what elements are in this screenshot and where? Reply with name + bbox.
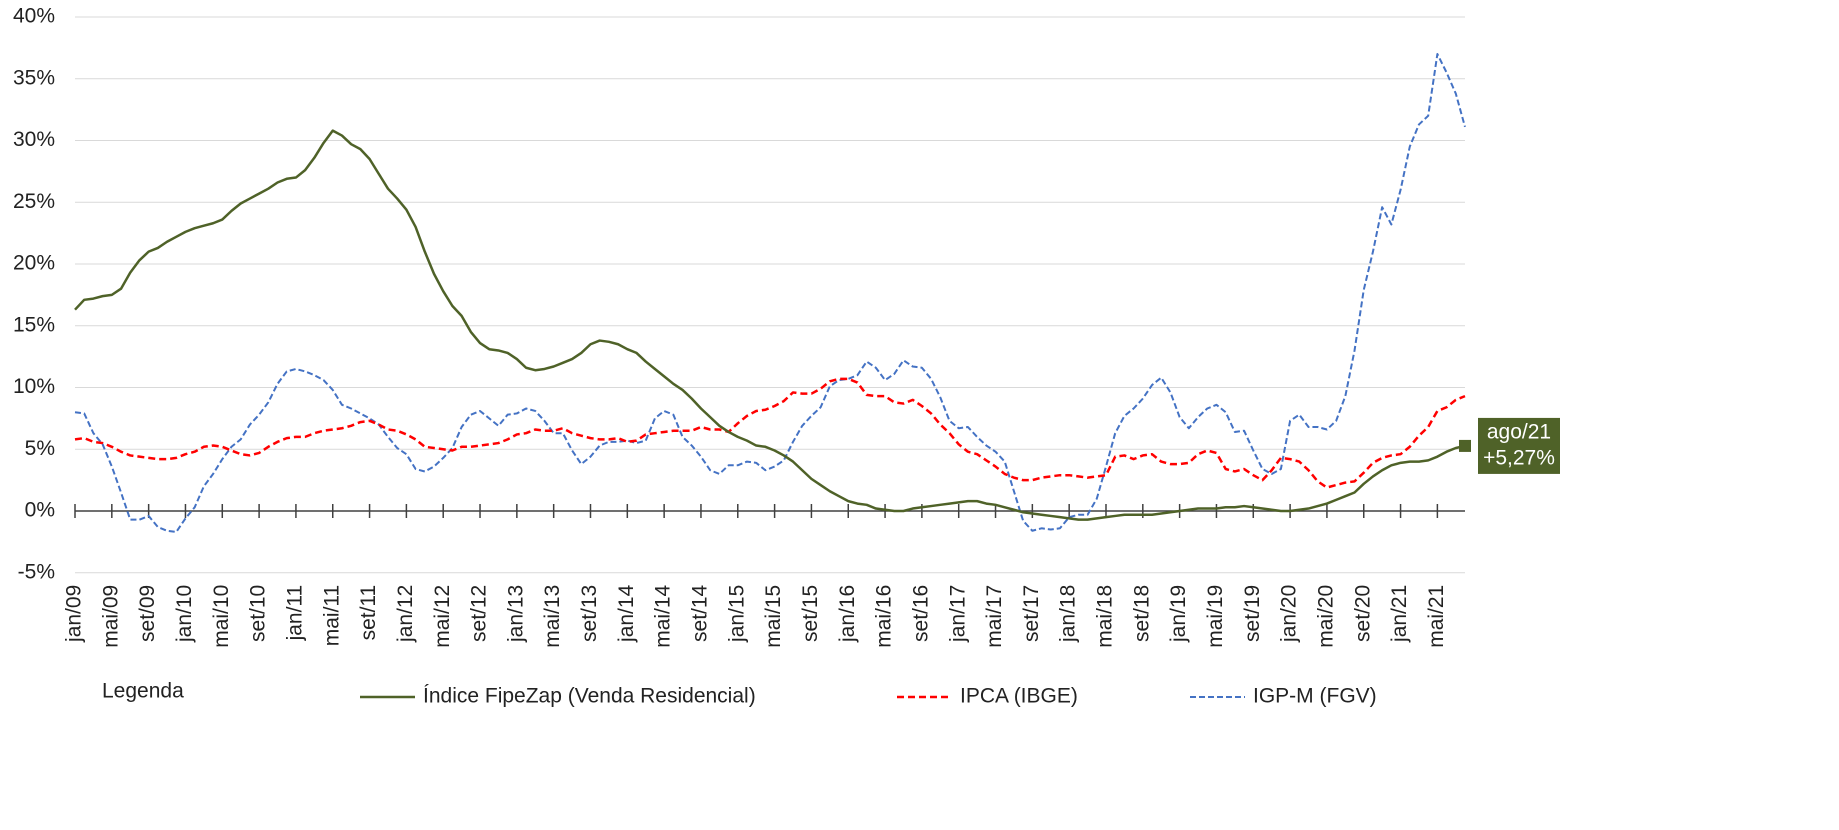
x-tick-label: mai/14 — [652, 584, 675, 647]
x-tick-label: set/11 — [357, 585, 380, 641]
x-tick-label: mai/19 — [1204, 585, 1227, 648]
end-marker — [1459, 439, 1471, 452]
y-tick-label: -5% — [18, 560, 55, 583]
x-tick-label: set/16 — [909, 585, 932, 642]
x-tick-label: jan/16 — [836, 585, 859, 643]
x-tick-label: mai/10 — [210, 585, 233, 648]
y-tick-label: 20% — [13, 252, 55, 275]
y-tick-label: 15% — [13, 313, 55, 336]
series-line — [74, 377, 1466, 489]
x-tick-label: jan/13 — [504, 585, 527, 643]
annotation-value: +5,27% — [1483, 446, 1555, 469]
x-tick-label: set/09 — [136, 585, 159, 642]
y-tick-label: 0% — [25, 499, 55, 522]
legend-title: Legenda — [102, 680, 184, 703]
x-tick-label: jan/21 — [1388, 585, 1411, 643]
series-line — [74, 53, 1466, 533]
x-tick-label: set/13 — [578, 585, 601, 642]
y-tick-label: 30% — [13, 128, 55, 151]
x-tick-label: mai/21 — [1425, 585, 1448, 648]
x-tick-label: jan/19 — [1167, 585, 1190, 643]
x-tick-label: mai/15 — [762, 585, 785, 648]
x-tick-label: mai/17 — [983, 585, 1006, 648]
x-tick-label: jan/12 — [394, 585, 417, 643]
x-tick-label: mai/12 — [431, 585, 454, 648]
y-tick-label: 10% — [13, 375, 55, 398]
x-tick-label: set/15 — [799, 585, 822, 642]
legend-label: IGP-M (FGV) — [1253, 685, 1377, 708]
x-tick-label: set/12 — [468, 585, 491, 642]
x-tick-label: mai/18 — [1094, 585, 1117, 648]
annotation-date: ago/21 — [1487, 420, 1551, 443]
x-tick-label: set/20 — [1351, 585, 1374, 642]
annotation-box — [1478, 417, 1560, 474]
x-tick-label: mai/13 — [541, 585, 564, 648]
y-tick-label: 40% — [13, 5, 55, 28]
x-tick-label: jan/15 — [725, 585, 748, 643]
y-tick-label: 25% — [13, 190, 55, 213]
x-tick-label: jan/20 — [1278, 585, 1301, 643]
x-tick-label: set/17 — [1020, 585, 1043, 642]
legend-label: Índice FipeZap (Venda Residencial) — [423, 685, 756, 708]
x-tick-label: mai/11 — [320, 585, 343, 646]
y-tick-label: 35% — [13, 66, 55, 89]
x-tick-label: jan/18 — [1057, 585, 1080, 643]
x-tick-label: set/18 — [1130, 585, 1153, 642]
x-tick-label: jan/09 — [63, 585, 86, 643]
x-tick-label: set/19 — [1241, 585, 1264, 642]
x-tick-label: mai/16 — [873, 585, 896, 648]
x-tick-label: jan/17 — [946, 585, 969, 643]
y-tick-label: 5% — [25, 437, 55, 460]
x-tick-label: mai/09 — [99, 585, 122, 648]
x-tick-label: jan/14 — [615, 584, 638, 643]
series-line — [74, 129, 1466, 521]
x-tick-label: jan/11 — [283, 585, 306, 642]
x-tick-label: mai/20 — [1314, 585, 1337, 648]
legend-label: IPCA (IBGE) — [960, 685, 1078, 708]
x-tick-label: jan/10 — [173, 585, 196, 643]
x-tick-label: set/10 — [247, 585, 270, 642]
x-tick-label: set/14 — [689, 584, 712, 642]
